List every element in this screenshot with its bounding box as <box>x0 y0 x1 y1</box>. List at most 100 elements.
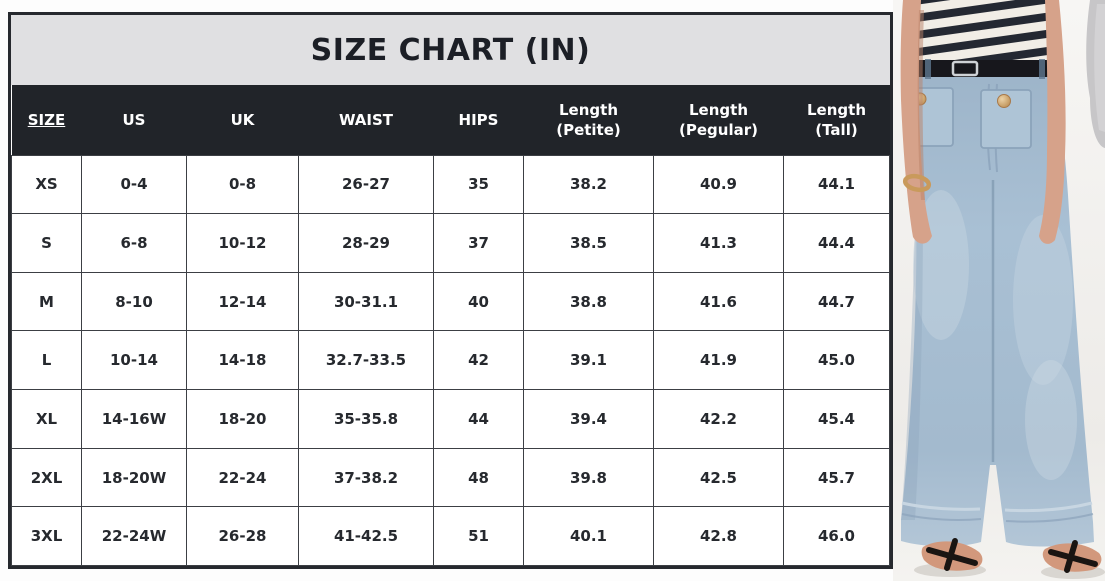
value-cell: 12-14 <box>186 271 299 332</box>
value-cell: 26-28 <box>186 506 299 566</box>
size-cell: M <box>11 271 82 332</box>
belt <box>915 60 1053 77</box>
value-cell: 6-8 <box>81 213 187 273</box>
jeans-hem-left-shadow <box>901 513 982 521</box>
belt-buckle-icon <box>951 60 979 77</box>
value-cell: 18-20 <box>186 389 299 449</box>
right-arm <box>1039 0 1066 244</box>
table-body: XS 0-4 0-8 26-27 35 38.2 40.9 44.1 S 6-8 10-12 28-2… <box>11 154 890 566</box>
right-sandal-straps <box>1048 540 1098 573</box>
value-cell: 44.1 <box>783 154 890 215</box>
value-cell: 40.9 <box>653 154 784 215</box>
value-cell: 38.8 <box>523 271 654 332</box>
left-sandal-straps <box>926 538 978 571</box>
value-cell: 41-42.5 <box>298 506 434 566</box>
column-header-us: US <box>122 110 146 129</box>
value-cell: 39.1 <box>523 330 654 391</box>
jeans-hem-right <box>1004 501 1093 513</box>
left-arm <box>900 0 932 244</box>
value-cell: 42 <box>433 330 524 391</box>
neighbor-sweater-highlight <box>1094 4 1105 132</box>
column-header-uk: UK <box>230 110 255 129</box>
value-cell: 45.4 <box>783 389 890 449</box>
value-cell: 0-4 <box>81 154 187 215</box>
table-row: M 8-10 12-14 30-31.1 40 38.8 41.6 44.7 <box>11 271 890 332</box>
size-cell: 3XL <box>11 506 82 566</box>
value-cell: 38.2 <box>523 154 654 215</box>
column-header-hips: HIPS <box>458 110 499 129</box>
value-cell: 0-8 <box>186 154 299 215</box>
value-cell: 35 <box>433 154 524 215</box>
value-cell: 42.8 <box>653 506 784 566</box>
table-header-row: SIZE US UK WAIST HIPS Length (Petite) Length (Pe… <box>11 85 890 155</box>
denim-highlight-right-knee <box>1025 360 1077 480</box>
value-cell: 44.7 <box>783 271 890 332</box>
left-arm-shadow <box>917 10 925 200</box>
value-cell: 40 <box>433 271 524 332</box>
value-cell: 42.5 <box>653 447 784 508</box>
size-cell: S <box>11 213 82 273</box>
value-cell: 41.6 <box>653 271 784 332</box>
value-cell: 41.3 <box>653 213 784 273</box>
bracelet <box>902 173 932 193</box>
value-cell: 35-35.8 <box>298 389 434 449</box>
jeans-hem-left <box>901 501 981 511</box>
table-row: 3XL 22-24W 26-28 41-42.5 51 40.1 42.8 46.0 <box>11 506 890 566</box>
value-cell: 48 <box>433 447 524 508</box>
value-cell: 51 <box>433 506 524 566</box>
value-cell: 44.4 <box>783 213 890 273</box>
table-row: XL 14-16W 18-20 35-35.8 44 39.4 42.2 45.4 <box>11 389 890 449</box>
value-cell: 22-24 <box>186 447 299 508</box>
value-cell: 30-31.1 <box>298 271 434 332</box>
value-cell: 28-29 <box>298 213 434 273</box>
value-cell: 37-38.2 <box>298 447 434 508</box>
table-row: XS 0-4 0-8 26-27 35 38.2 40.9 44.1 <box>11 154 890 215</box>
table-row: S 6-8 10-12 28-29 37 38.5 41.3 44.4 <box>11 213 890 273</box>
model-photo <box>893 0 1105 581</box>
jeans <box>901 66 1094 547</box>
column-header-waist: WAIST <box>338 110 394 129</box>
value-cell: 44 <box>433 389 524 449</box>
value-cell: 10-14 <box>81 330 187 391</box>
value-cell: 8-10 <box>81 271 187 332</box>
value-cell: 46.0 <box>783 506 890 566</box>
size-chart-table-container: SIZE CHART (IN) SIZE US UK WAIST HIPS Length(… <box>8 12 893 569</box>
column-header-size: SIZE <box>27 110 66 129</box>
column-header-length-petite: Length (Petite) <box>556 100 621 139</box>
belt-loop-left <box>925 59 931 79</box>
value-cell: 45.7 <box>783 447 890 508</box>
value-cell: 18-20W <box>81 447 187 508</box>
size-cell: L <box>11 330 82 391</box>
belt-loop-right <box>1039 59 1045 79</box>
size-cell: XS <box>11 154 82 215</box>
value-cell: 10-12 <box>186 213 299 273</box>
column-header-length-pegular: Length (Pegular) <box>679 100 758 139</box>
denim-highlight-right-thigh <box>1013 215 1073 385</box>
value-cell: 39.4 <box>523 389 654 449</box>
value-cell: 22-24W <box>81 506 187 566</box>
denim-side-shadow <box>901 195 923 520</box>
value-cell: 32.7-33.5 <box>298 330 434 391</box>
value-cell: 26-27 <box>298 154 434 215</box>
jeans-pocket-right <box>980 89 1032 149</box>
column-header-length-tall: Length (Tall) <box>807 100 866 139</box>
value-cell: 38.5 <box>523 213 654 273</box>
value-cell: 40.1 <box>523 506 654 566</box>
pocket-button-right-icon <box>997 94 1011 108</box>
size-chart-table: SIZE US UK WAIST HIPS Length (Petite) Length (Pe… <box>11 85 890 566</box>
size-cell: 2XL <box>11 447 82 508</box>
size-chart-title: SIZE CHART (IN) <box>11 15 890 85</box>
value-cell: 14-18 <box>186 330 299 391</box>
table-row: 2XL 18-20W 22-24 37-38.2 48 39.8 42.5 45.7 <box>11 447 890 508</box>
value-cell: 14-16W <box>81 389 187 449</box>
value-cell: 37 <box>433 213 524 273</box>
value-cell: 42.2 <box>653 389 784 449</box>
jeans-hem-right-shadow <box>1005 513 1094 523</box>
striped-tee <box>913 0 1055 66</box>
value-cell: 41.9 <box>653 330 784 391</box>
value-cell: 45.0 <box>783 330 890 391</box>
value-cell: 39.8 <box>523 447 654 508</box>
table-row: L 10-14 14-18 32.7-33.5 42 39.1 41.9 45.0 <box>11 330 890 391</box>
size-cell: XL <box>11 389 82 449</box>
